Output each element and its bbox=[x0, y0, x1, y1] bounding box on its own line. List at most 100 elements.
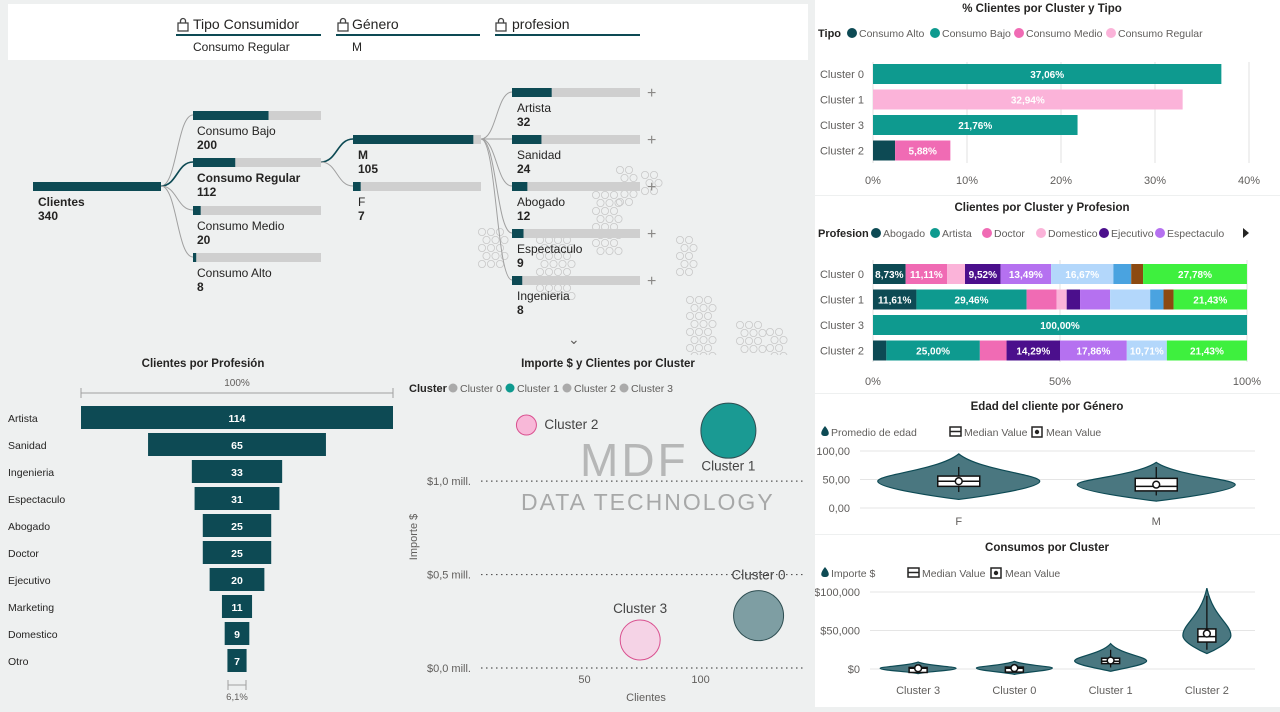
prof-legend-marker[interactable] bbox=[871, 228, 881, 238]
node-l3-4-fill[interactable] bbox=[512, 276, 523, 285]
prof-bar-segment[interactable] bbox=[947, 264, 966, 284]
node-l3-0-fill[interactable] bbox=[512, 88, 552, 97]
expand-plus-icon[interactable]: + bbox=[647, 273, 656, 290]
node-l2-1-fill[interactable] bbox=[353, 182, 361, 191]
node-l1-2-fill[interactable] bbox=[193, 206, 201, 215]
funnel-bar[interactable] bbox=[209, 568, 265, 591]
prof-bar-segment[interactable] bbox=[979, 340, 1007, 361]
node-root-fill[interactable] bbox=[33, 182, 161, 191]
prof-legend-marker[interactable] bbox=[1155, 228, 1165, 238]
chevron-down-icon[interactable]: ⌄ bbox=[568, 331, 580, 347]
scatter-point[interactable] bbox=[700, 402, 757, 459]
prof-bar-segment[interactable] bbox=[1166, 340, 1247, 361]
prof-bar-segment[interactable] bbox=[916, 289, 1027, 310]
prof-bar-segment[interactable] bbox=[1131, 264, 1144, 284]
funnel-bar[interactable] bbox=[194, 487, 280, 510]
funnel-value-label: 7 bbox=[234, 656, 240, 668]
pct-legend-label[interactable]: Consumo Regular bbox=[1118, 28, 1203, 40]
prof-bar-segment[interactable] bbox=[1066, 289, 1081, 310]
funnel-bar[interactable] bbox=[148, 433, 326, 456]
expand-plus-icon[interactable]: + bbox=[647, 132, 656, 149]
prof-bar-segment[interactable] bbox=[873, 340, 887, 361]
prof-bar-segment[interactable] bbox=[873, 315, 1247, 335]
prof-legend-label[interactable]: Artista bbox=[942, 228, 972, 240]
prof-legend-marker[interactable] bbox=[1036, 228, 1046, 238]
pct-bar-segment[interactable] bbox=[873, 64, 1222, 84]
node-l3-3-fill[interactable] bbox=[512, 229, 524, 238]
prof-bar-segment[interactable] bbox=[1113, 264, 1132, 284]
scatter-point[interactable] bbox=[733, 590, 785, 642]
prof-bar-segment[interactable] bbox=[1000, 264, 1052, 284]
node-l3-1-fill[interactable] bbox=[512, 135, 542, 144]
prof-bar-segment[interactable] bbox=[1026, 289, 1057, 310]
prof-legend-label[interactable]: Domestico bbox=[1048, 228, 1098, 240]
prof-bar-segment[interactable] bbox=[905, 264, 948, 284]
prof-bar-segment[interactable] bbox=[1060, 340, 1127, 361]
pct-legend-label[interactable]: Consumo Bajo bbox=[942, 28, 1011, 40]
watermark-dot bbox=[766, 343, 775, 352]
legend-next-arrow-icon[interactable] bbox=[1243, 228, 1249, 238]
scatter-legend-label[interactable]: Cluster 2 bbox=[574, 383, 616, 395]
scatter-legend-marker[interactable] bbox=[562, 383, 572, 393]
pct-bar-segment[interactable] bbox=[873, 140, 896, 161]
prof-bar-segment[interactable] bbox=[1006, 340, 1060, 361]
prof-legend-label[interactable]: Abogado bbox=[883, 228, 925, 240]
funnel-bar[interactable] bbox=[202, 514, 272, 537]
prof-bar-segment[interactable] bbox=[1143, 264, 1247, 284]
node-l1-3-fill[interactable] bbox=[193, 253, 197, 262]
node-l1-0-fill[interactable] bbox=[193, 111, 269, 120]
pct-bar-segment[interactable] bbox=[873, 115, 1078, 135]
scatter-point[interactable] bbox=[515, 414, 537, 436]
funnel-bar[interactable] bbox=[221, 595, 253, 618]
scatter-point[interactable] bbox=[619, 619, 661, 661]
prof-legend-marker[interactable] bbox=[1099, 228, 1109, 238]
funnel-bar[interactable] bbox=[81, 406, 393, 429]
prof-bar-segment[interactable] bbox=[1080, 289, 1111, 310]
prof-bar-segment[interactable] bbox=[1110, 289, 1151, 310]
scatter-legend-marker[interactable] bbox=[619, 383, 629, 393]
scatter-legend-marker[interactable] bbox=[505, 383, 515, 393]
scatter-legend-label[interactable]: Cluster 0 bbox=[460, 383, 502, 395]
expand-plus-icon[interactable]: + bbox=[647, 85, 656, 102]
node-l2-0-fill[interactable] bbox=[353, 135, 474, 144]
pct-legend-marker[interactable] bbox=[1014, 28, 1024, 38]
prof-bar-segment[interactable] bbox=[873, 264, 906, 284]
expand-plus-icon[interactable]: + bbox=[647, 226, 656, 243]
funnel-bar[interactable] bbox=[227, 649, 247, 672]
node-l3-2-fill[interactable] bbox=[512, 182, 528, 191]
crumb-genero[interactable]: Género M bbox=[336, 16, 480, 54]
prof-legend-marker[interactable] bbox=[930, 228, 940, 238]
prof-legend-label[interactable]: Doctor bbox=[994, 228, 1025, 240]
prof-legend-marker[interactable] bbox=[982, 228, 992, 238]
prof-legend-label[interactable]: Ejecutivo bbox=[1111, 228, 1154, 240]
pct-legend-marker[interactable] bbox=[1106, 28, 1116, 38]
prof-bar-segment[interactable] bbox=[886, 340, 980, 361]
pct-legend-label[interactable]: Consumo Medio bbox=[1026, 28, 1103, 40]
pct-legend-marker[interactable] bbox=[847, 28, 857, 38]
prof-bar-segment[interactable] bbox=[1163, 289, 1174, 310]
crumb-profesion[interactable]: profesion bbox=[495, 16, 640, 36]
prof-bar-segment[interactable] bbox=[1150, 289, 1164, 310]
funnel-bar[interactable] bbox=[224, 622, 250, 645]
prof-bar-segment[interactable] bbox=[1051, 264, 1114, 284]
pct-legend-marker[interactable] bbox=[930, 28, 940, 38]
node-l1-1-fill[interactable] bbox=[193, 158, 236, 167]
prof-bar-segment[interactable] bbox=[1056, 289, 1067, 310]
pct-bar-segment[interactable] bbox=[873, 89, 1183, 110]
pct-bar-segment[interactable] bbox=[895, 140, 951, 161]
prof-bar-segment[interactable] bbox=[965, 264, 1001, 284]
prof-bar-segment[interactable] bbox=[873, 289, 917, 310]
scatter-legend-label[interactable]: Cluster 3 bbox=[631, 383, 673, 395]
prof-bar-segment[interactable] bbox=[1173, 289, 1247, 310]
prof-bar-segment[interactable] bbox=[1126, 340, 1167, 361]
scatter-legend-marker[interactable] bbox=[448, 383, 458, 393]
prof-legend-label[interactable]: Espectaculo bbox=[1167, 228, 1224, 240]
tree-link bbox=[160, 185, 194, 258]
pct-legend-label[interactable]: Consumo Alto bbox=[859, 28, 925, 40]
scatter-legend-label[interactable]: Cluster 1 bbox=[517, 383, 559, 395]
scatter-xtick: 50 bbox=[578, 674, 590, 686]
funnel-bar[interactable] bbox=[191, 460, 283, 483]
funnel-bar[interactable] bbox=[202, 541, 272, 564]
expand-plus-icon[interactable]: + bbox=[647, 179, 656, 196]
crumb-tipo[interactable]: Tipo Consumidor Consumo Regular bbox=[176, 16, 321, 54]
